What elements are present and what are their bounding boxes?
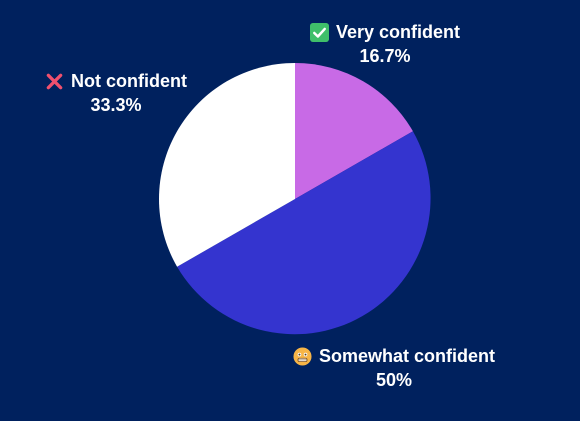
pie-slice-not-confident xyxy=(159,63,295,267)
slice-percentage: 16.7% xyxy=(359,46,411,66)
slice-percentage: 33.3% xyxy=(90,95,142,115)
slice-label-very-confident: Very confident 16.7% xyxy=(298,20,472,68)
check-mark-button-icon xyxy=(309,22,329,42)
slice-label-somewhat-confident: Somewhat confident 50% xyxy=(276,344,512,392)
slice-name: Somewhat confident xyxy=(318,346,495,366)
slice-percentage: 50% xyxy=(375,370,413,390)
grimacing-face-icon xyxy=(293,346,312,366)
slice-name: Very confident xyxy=(335,22,461,42)
cross-mark-icon xyxy=(46,73,63,89)
slice-label-not-confident: Not confident 33.3% xyxy=(31,69,201,117)
slice-name: Not confident xyxy=(71,71,187,91)
pie-slice-very-confident xyxy=(295,63,413,199)
pie-slice-somewhat-confident xyxy=(177,131,431,335)
